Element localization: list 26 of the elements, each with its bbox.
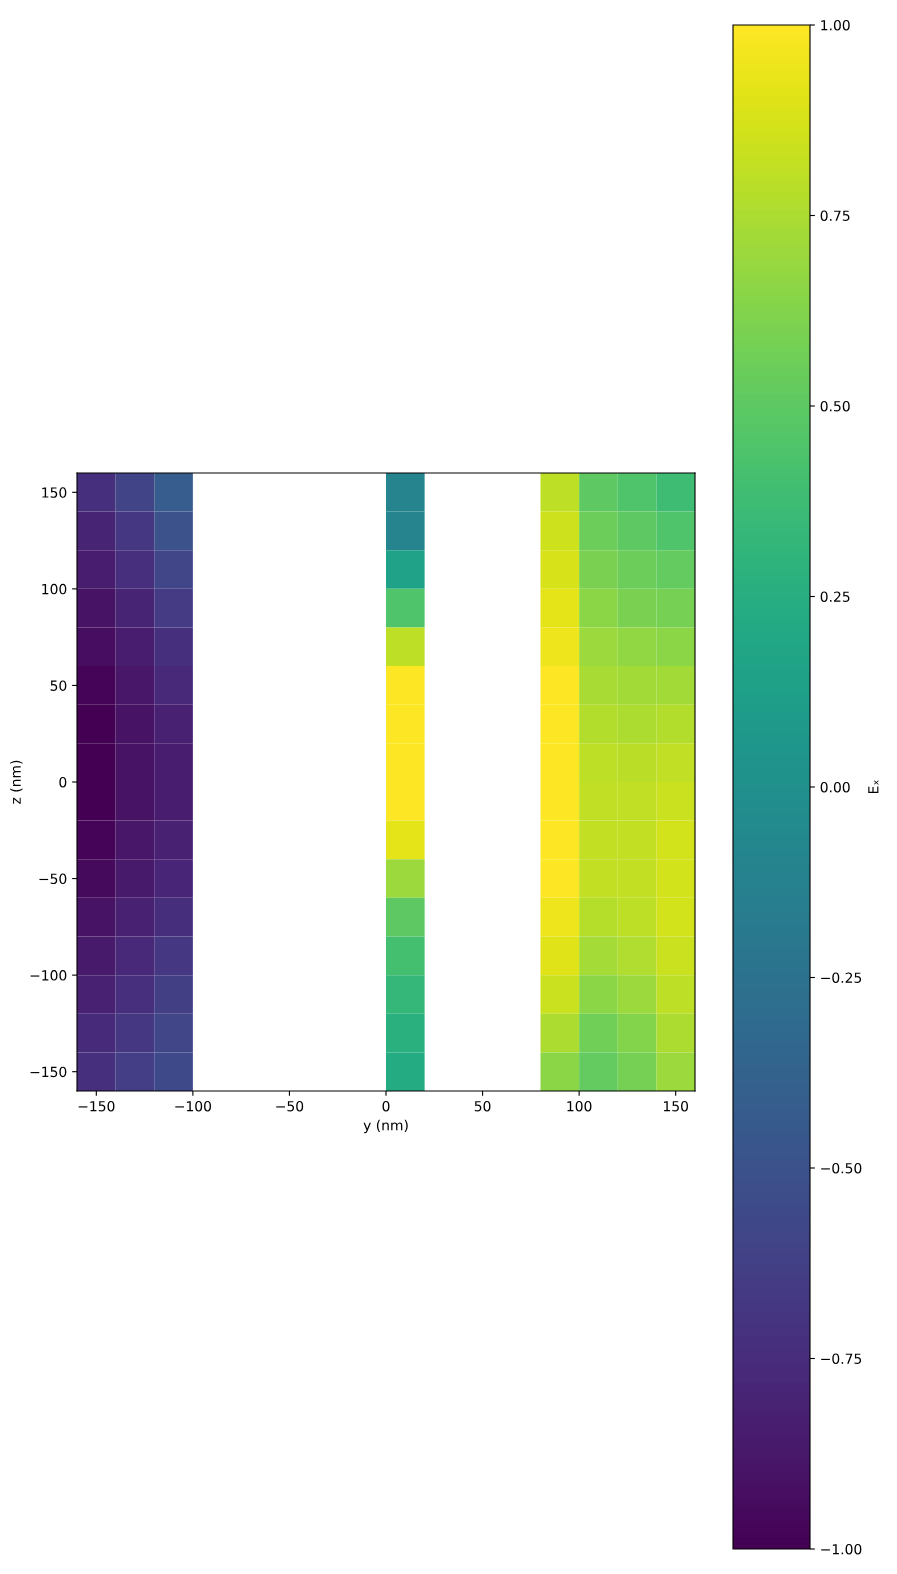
x-tick-label: −150 (78, 1100, 115, 1112)
color-bar-label: −1.00 (821, 1543, 862, 1555)
color-bar-label: 0.25 (820, 591, 850, 602)
y-tick-label: −150 (30, 1066, 67, 1078)
x-tick-label: 150 (663, 1100, 689, 1112)
x-tick-label: −100 (175, 1100, 212, 1112)
y-tick-label: 0 (59, 776, 67, 788)
color-bar-label: −0.50 (821, 1162, 862, 1174)
color-bar-label: 0.75 (820, 210, 850, 221)
x-tick-label: 100 (567, 1100, 592, 1112)
x-tick-label: 0 (382, 1100, 390, 1112)
color-bar-label: 1.00 (821, 19, 850, 31)
y-tick-label: 150 (42, 487, 67, 498)
color-bar-label: 0.50 (820, 400, 850, 412)
color-bar-label: −0.25 (821, 972, 862, 983)
y-tick-label: 50 (50, 680, 67, 691)
color-bar-label: 0.00 (820, 781, 850, 793)
color-bar-label: −0.75 (821, 1353, 862, 1364)
x-axis-title: y (nm) (363, 1119, 408, 1134)
y-tick-label: 100 (42, 583, 67, 595)
y-tick-label: −50 (39, 873, 67, 885)
y-tick-label: −100 (30, 970, 67, 981)
color-bar-title: Eₓ (868, 780, 879, 794)
y-axis-title: z (nm) (10, 760, 23, 804)
x-tick-label: 50 (474, 1100, 491, 1112)
x-tick-label: −50 (276, 1100, 304, 1112)
